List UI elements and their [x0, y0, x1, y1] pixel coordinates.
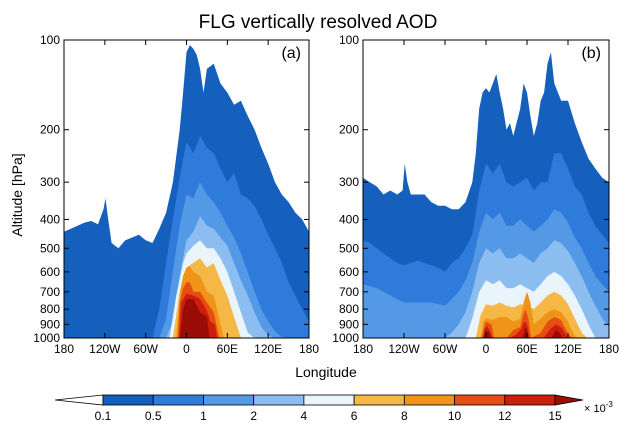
x-tick-label: 120E: [254, 342, 282, 356]
colorbar-box: [353, 394, 405, 406]
x-tick-label: 0: [483, 342, 490, 356]
colorbar-unit-exponent: -3: [606, 400, 614, 409]
colorbar-low-triangle: [54, 394, 104, 406]
x-tick-label: 180: [299, 342, 319, 356]
colorbar-tick-label: 4: [301, 409, 308, 423]
x-tick-label: 120W: [89, 342, 121, 356]
colorbar-tick-label: 8: [401, 409, 408, 423]
x-tick-label: 60E: [516, 342, 537, 356]
panel-a-label: (a): [281, 45, 301, 62]
colorbar-tick-label: 15: [548, 409, 562, 423]
y-tick-label: 400: [339, 212, 359, 226]
x-tick-label: 60W: [133, 342, 158, 356]
x-tick-label: 60E: [217, 342, 238, 356]
x-tick-label: 0: [183, 342, 190, 356]
panel-a: 180 120W 60W 0 60E 120E 180 100 200 300 400 500 600…: [33, 33, 319, 356]
x-tick-label: 180: [54, 342, 74, 356]
y-tick-label: 200: [339, 123, 359, 137]
colorbar-box: [152, 394, 204, 406]
y-tick-label: 800: [339, 302, 359, 316]
y-tick-label: 700: [339, 285, 359, 299]
x-tick-label: 180: [599, 342, 619, 356]
y-tick-label: 600: [40, 265, 60, 279]
y-tick-label: 100: [339, 33, 359, 47]
colorbar-unit: × 10-3: [584, 400, 613, 415]
y-tick-label: 800: [40, 302, 60, 316]
colorbar-tick-label: 2: [250, 409, 257, 423]
panel-b-label: (b): [581, 45, 601, 62]
y-tick-label: 600: [339, 265, 359, 279]
colorbar-unit-base: × 10: [584, 403, 606, 415]
y-tick-label: 1000: [33, 331, 60, 345]
colorbar-tick-label: 6: [351, 409, 358, 423]
y-tick-label: 700: [40, 285, 60, 299]
colorbar-tick-label: 0.5: [145, 409, 162, 423]
x-tick-label: 120W: [388, 342, 420, 356]
colorbar-tick-label: 10: [448, 409, 462, 423]
contour-fill-a-15: [179, 299, 210, 338]
y-tick-label: 500: [339, 241, 359, 255]
colorbar: 0.1 0.5 1 2 4 6 8 10 12 15 × 10-3: [54, 394, 613, 423]
panel-b-x-ticks: 180 120W 60W 0 60E 120E 180: [353, 40, 619, 356]
panel-a-contours: [64, 45, 309, 338]
colorbar-box: [253, 394, 305, 406]
x-tick-label: 120E: [554, 342, 582, 356]
chart-title: FLG vertically resolved AOD: [199, 12, 438, 33]
colorbar-box: [504, 394, 556, 406]
colorbar-high-triangle: [554, 394, 584, 406]
x-tick-label: 180: [353, 342, 373, 356]
y-tick-label: 100: [40, 33, 60, 47]
panel-a-x-ticks: 180 120W 60W 0 60E 120E 180: [54, 40, 319, 356]
colorbar-box: [303, 394, 355, 406]
colorbar-tick-label: 12: [498, 409, 512, 423]
y-tick-label: 900: [40, 317, 60, 331]
contour-fill-b-15: [483, 327, 563, 338]
colorbar-tick-label: 0.1: [95, 409, 112, 423]
x-axis-label: Longitude: [295, 364, 357, 380]
y-tick-label: 300: [40, 175, 60, 189]
colorbar-ticks: 0.1 0.5 1 2 4 6 8 10 12 15: [95, 409, 562, 423]
colorbar-box: [403, 394, 455, 406]
y-tick-label: 900: [339, 317, 359, 331]
colorbar-box: [102, 394, 154, 406]
panel-b: 180 120W 60W 0 60E 120E 180 100 200 300 400 500 600…: [332, 33, 619, 356]
panel-b-contours: [363, 52, 609, 338]
y-tick-label: 300: [339, 175, 359, 189]
colorbar-box: [454, 394, 506, 406]
x-tick-label: 60W: [433, 342, 458, 356]
y-tick-label: 500: [40, 241, 60, 255]
colorbar-box: [203, 394, 255, 406]
colorbar-tick-label: 1: [200, 409, 207, 423]
y-tick-label: 400: [40, 212, 60, 226]
y-tick-label: 200: [40, 123, 60, 137]
colorbar-boxes: [54, 394, 584, 406]
y-axis-label: Altitude [hPa]: [9, 153, 25, 236]
y-tick-label: 1000: [332, 331, 359, 345]
